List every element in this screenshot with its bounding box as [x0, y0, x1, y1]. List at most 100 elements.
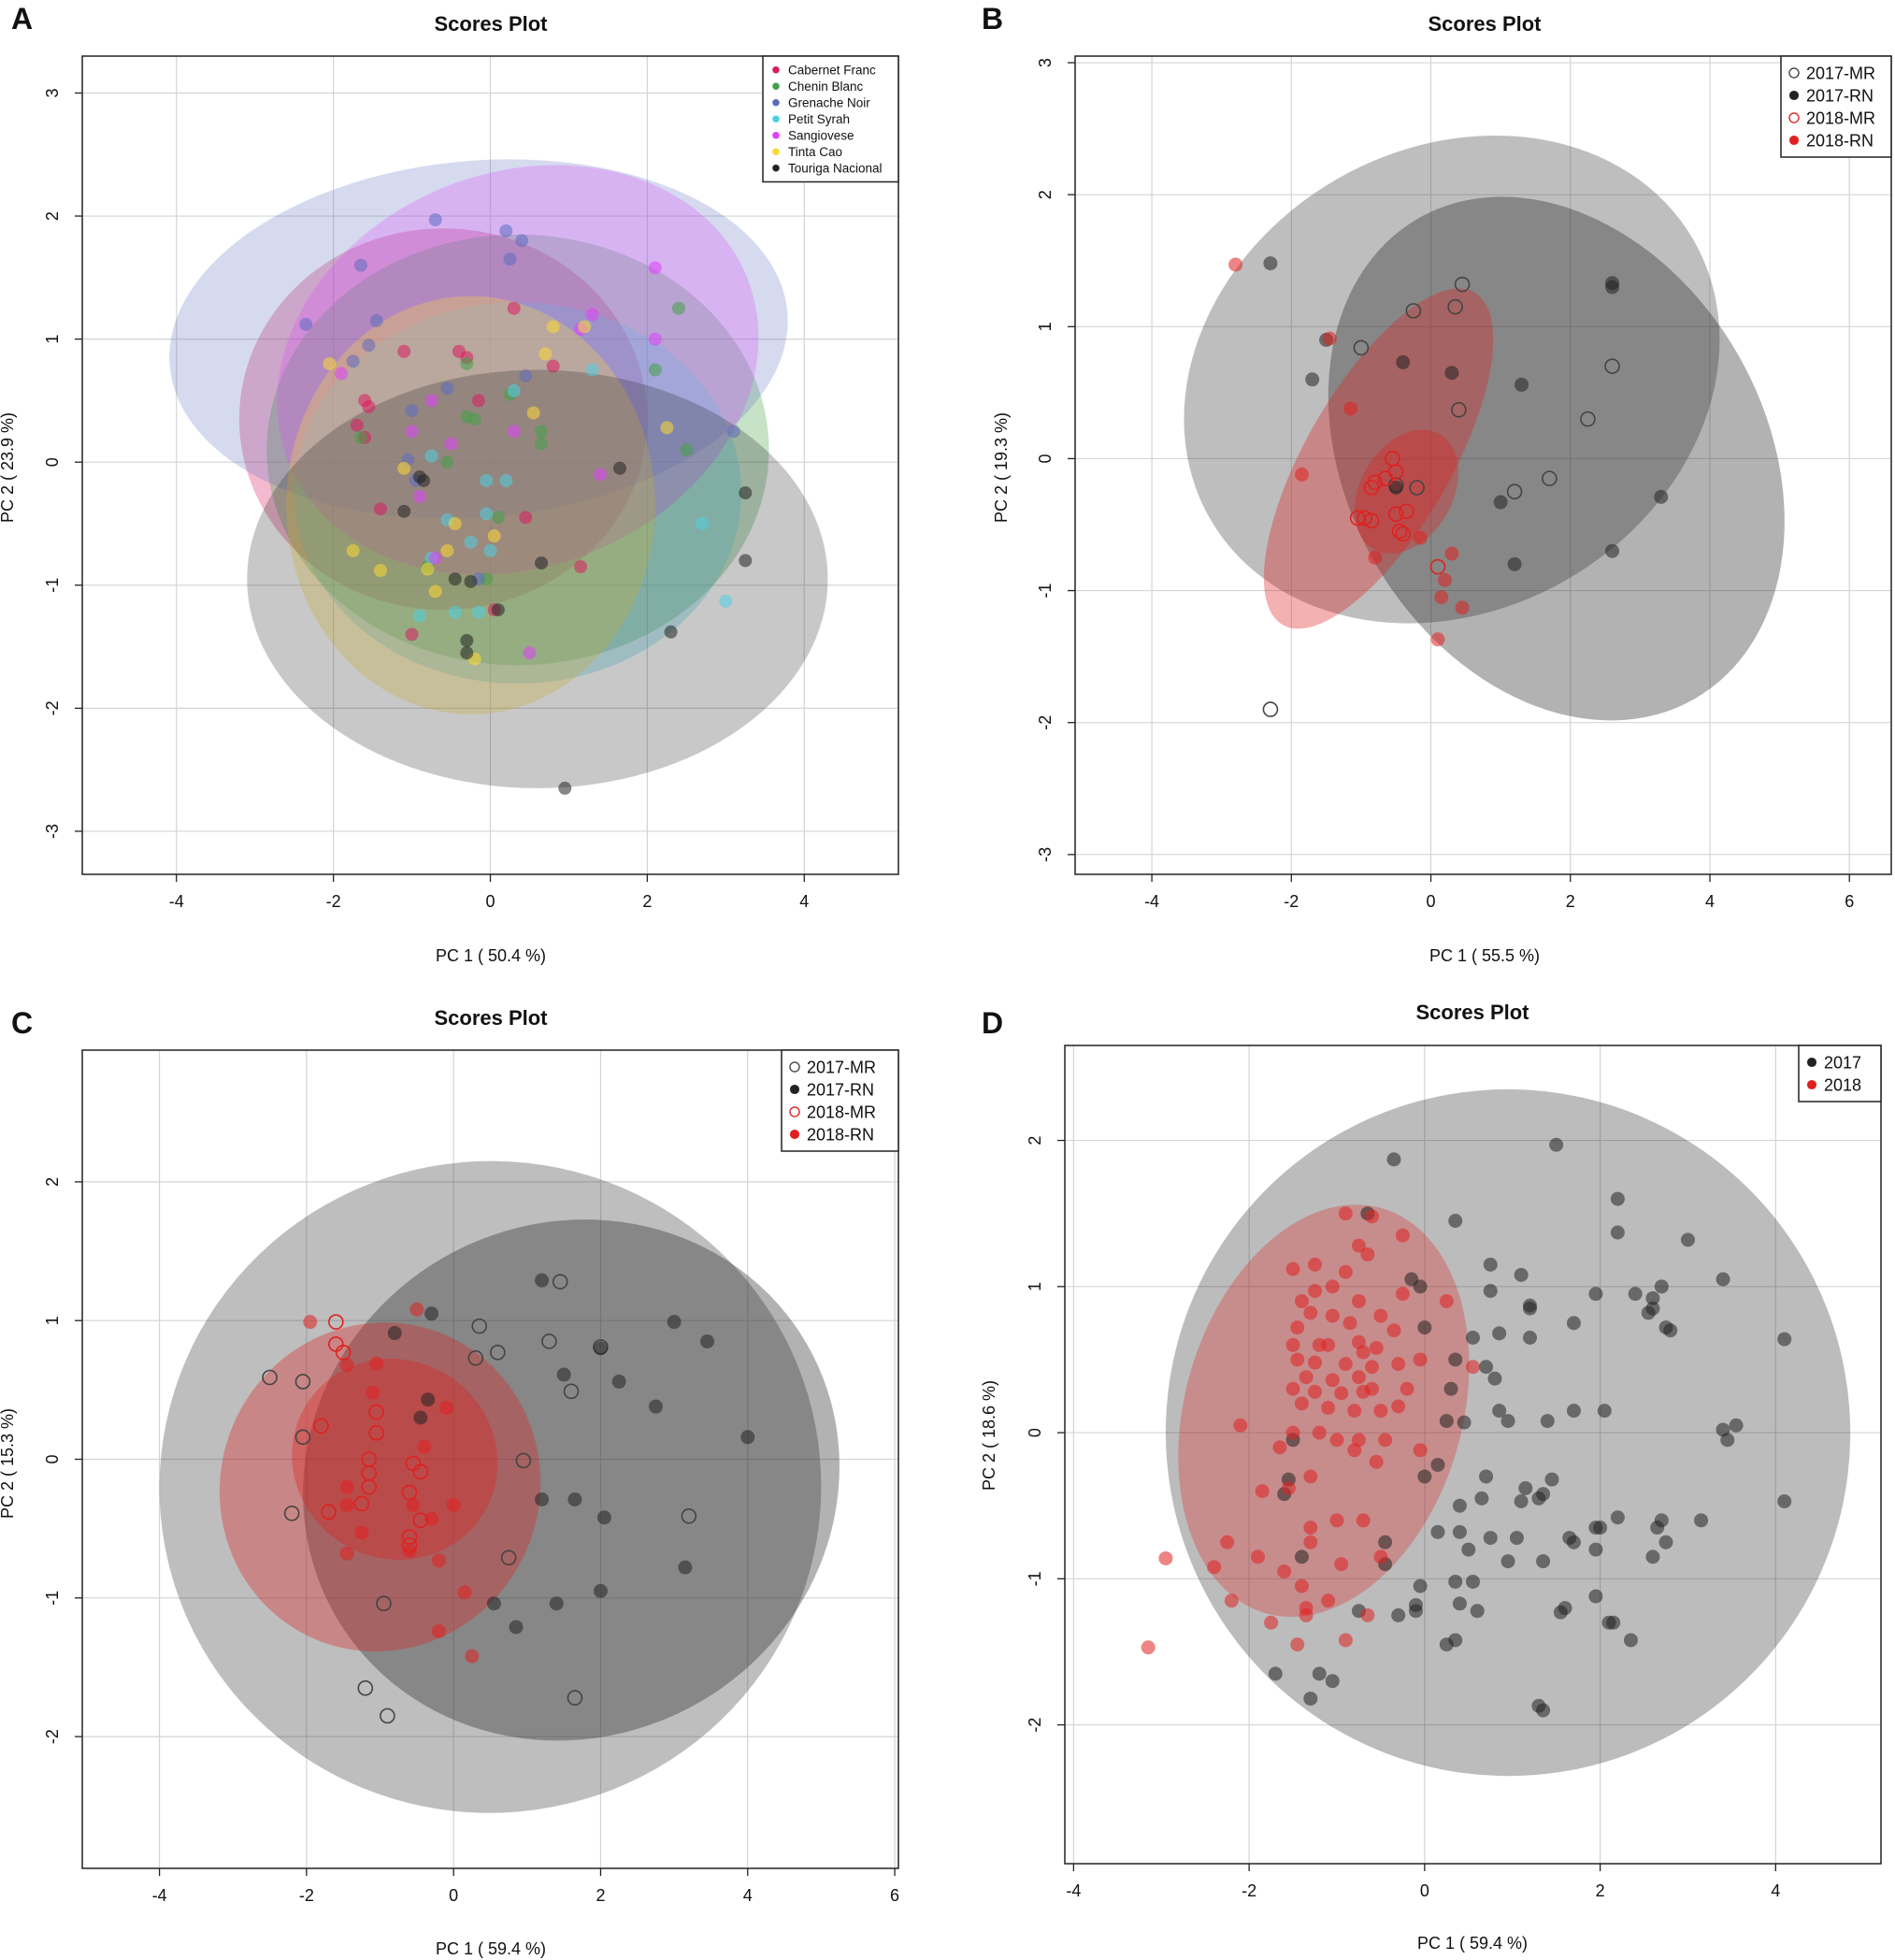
data-point [428, 584, 442, 598]
data-point [1479, 1360, 1494, 1375]
data-point [1363, 512, 1380, 529]
data-point [1610, 1191, 1625, 1206]
data-point [563, 1383, 580, 1400]
data-point [412, 1463, 429, 1480]
data-point [594, 468, 608, 482]
y-tick-label: 0 [1026, 1428, 1044, 1437]
plot-frame [1074, 55, 1892, 875]
legend-marker [789, 1106, 800, 1117]
data-point [546, 359, 560, 373]
data-point [1391, 1607, 1406, 1622]
data-point [1447, 298, 1463, 315]
data-point [409, 1302, 424, 1317]
data-point [1413, 1352, 1428, 1367]
data-point [1650, 1520, 1665, 1535]
data-point [1580, 411, 1596, 427]
data-point [1386, 1323, 1401, 1338]
data-point [1604, 358, 1620, 374]
data-point [1588, 1542, 1603, 1557]
legend-label: 2017 [1824, 1053, 1861, 1072]
data-point [1451, 401, 1467, 418]
legend-marker [1806, 1079, 1817, 1090]
data-point [1321, 1401, 1336, 1415]
axes: -4 -2 0 2 4 -2 -1 0 1 2 [1026, 1136, 1780, 1900]
data-point [339, 1358, 354, 1373]
data-point [1294, 1293, 1309, 1308]
data-point [1515, 377, 1529, 392]
legend-label: 2018-MR [807, 1102, 876, 1121]
data-point [1566, 1404, 1581, 1419]
data-point [1369, 1454, 1384, 1469]
axes: -4 -2 0 2 4 -3 -2 -1 0 1 2 3 [43, 88, 809, 911]
ellipse-2018-rn [219, 1322, 541, 1652]
data-point [1334, 1557, 1349, 1572]
data-point [353, 258, 367, 272]
data-point [1365, 1360, 1380, 1375]
legend-label: 2017-MR [807, 1058, 876, 1076]
data-point [648, 363, 662, 377]
data-point [444, 437, 458, 451]
data-point [611, 1374, 626, 1389]
data-point [680, 443, 694, 457]
data-point [1553, 1605, 1568, 1620]
panel-letter: C [11, 1006, 33, 1040]
data-point [431, 1623, 446, 1638]
data-point [1224, 1593, 1239, 1608]
x-tick-label: 0 [1420, 1881, 1429, 1900]
data-point [1405, 303, 1422, 319]
legend-label: 2017-RN [807, 1080, 874, 1099]
y-axis-label: PC 2 ( 18.6 %) [980, 1380, 998, 1491]
legend-label: 2017-MR [1806, 64, 1875, 82]
ellipse-2017-rn [1328, 196, 1785, 721]
x-tick-label: 4 [799, 892, 809, 911]
data-point [350, 418, 364, 432]
panel-a: A Scores Plot PC 1 ( 50.4 %) PC 2 ( 23.9… [0, 2, 899, 965]
x-tick-label: 0 [1427, 892, 1436, 911]
data-point [1777, 1494, 1792, 1508]
data-point [424, 449, 438, 463]
data-point [574, 560, 588, 574]
data-point [1356, 1345, 1371, 1360]
y-tick-label: -3 [43, 824, 62, 839]
data-point [1360, 1607, 1375, 1622]
legend-marker [772, 82, 780, 91]
data-point [696, 517, 710, 530]
legend-label: 2018 [1824, 1075, 1861, 1094]
data-point [1299, 1370, 1314, 1385]
data-point [406, 1497, 421, 1512]
data-point [739, 486, 753, 500]
data-point [1299, 1607, 1314, 1622]
data-point [546, 320, 560, 334]
data-point [1312, 1666, 1327, 1681]
y-tick-label: 0 [1036, 454, 1055, 463]
data-point [567, 1492, 582, 1507]
data-point [1430, 1524, 1445, 1539]
panel-b: B Scores Plot PC 1 ( 55.5 %) PC 2 ( 19.3… [982, 2, 1892, 965]
data-point [507, 425, 521, 439]
data-point [1628, 1287, 1643, 1302]
x-tick-label: 4 [1705, 892, 1715, 911]
data-point [585, 308, 599, 322]
data-point [373, 502, 387, 516]
y-tick-label: 0 [43, 1454, 62, 1463]
data-point [1347, 1404, 1362, 1419]
data-point [664, 625, 678, 639]
x-axis-label: PC 1 ( 59.4 %) [1417, 1934, 1528, 1953]
x-tick-label: 2 [642, 892, 652, 911]
x-tick-label: -2 [1284, 892, 1299, 911]
y-tick-label: -3 [1036, 847, 1055, 862]
ellipse-petit-syrah [294, 302, 742, 685]
data-point [1262, 701, 1279, 717]
data-point [346, 354, 360, 368]
data-point [440, 543, 454, 557]
data-point [1281, 1480, 1296, 1495]
data-point [376, 1595, 392, 1612]
data-point [1342, 1316, 1357, 1331]
ellipse-chenin-blanc [266, 234, 769, 666]
data-point [1443, 1381, 1458, 1396]
x-tick-label: -4 [169, 892, 184, 911]
x-tick-label: 4 [1771, 1881, 1780, 1900]
y-tick-label: 3 [1036, 58, 1055, 67]
data-point [1448, 1574, 1463, 1589]
data-point [671, 301, 685, 315]
